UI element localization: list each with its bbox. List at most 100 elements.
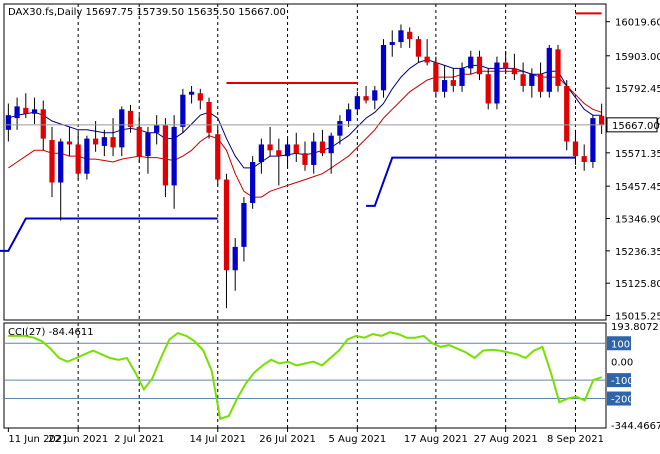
candle xyxy=(485,68,491,110)
candle-body xyxy=(75,144,81,174)
candle xyxy=(503,50,509,75)
date-axis-label: 17 Aug 2021 xyxy=(404,434,468,445)
candle xyxy=(511,53,518,81)
candle xyxy=(127,104,134,133)
candle-body xyxy=(188,91,195,95)
candle xyxy=(537,62,544,98)
candle xyxy=(145,126,151,174)
cci-level-tag xyxy=(607,373,631,388)
candle-body xyxy=(232,246,238,271)
candle xyxy=(40,100,46,151)
candle-body xyxy=(267,144,273,151)
candle xyxy=(468,50,474,75)
candle-body xyxy=(14,106,20,119)
price-panel-frame xyxy=(3,3,607,321)
candle-body xyxy=(241,202,247,247)
price-axis-label: 15457.45 xyxy=(615,182,660,193)
candle xyxy=(328,132,334,174)
candle xyxy=(354,91,360,116)
candle-body xyxy=(328,135,334,154)
candle xyxy=(58,138,64,221)
date-axis-label: 5 Aug 2021 xyxy=(328,434,386,445)
candle-body xyxy=(92,138,99,145)
candle-body xyxy=(354,96,360,110)
date-axis-label: 8 Sep 2021 xyxy=(547,434,604,445)
candle xyxy=(258,138,264,174)
candle-body xyxy=(101,137,107,146)
candle xyxy=(459,62,465,92)
moving-average-slow-line xyxy=(8,70,602,198)
candle xyxy=(31,97,38,124)
candle-body xyxy=(197,93,203,101)
candle xyxy=(293,132,299,162)
candle xyxy=(119,106,125,157)
candle xyxy=(188,85,195,104)
date-axis-label: 22 Jun 2021 xyxy=(48,434,108,445)
current-price-label: 15667.00 xyxy=(612,121,660,132)
cci-panel-frame xyxy=(3,322,607,429)
candle-body xyxy=(503,62,509,69)
candle xyxy=(154,115,160,145)
candle xyxy=(171,115,177,209)
candle-body xyxy=(564,85,570,142)
cci-line xyxy=(8,331,603,421)
candle-body xyxy=(407,31,413,40)
candle-body xyxy=(250,162,256,203)
candle xyxy=(450,68,456,92)
candle xyxy=(389,30,395,57)
cci-axis-label: -100 xyxy=(611,376,634,387)
cci-level-tag xyxy=(607,391,631,406)
cci-axis-label: 100 xyxy=(611,339,630,350)
candle-body xyxy=(468,56,474,69)
candle xyxy=(372,85,378,110)
cci-level-tag xyxy=(607,336,631,351)
cci-axis-label: -344.4667 xyxy=(611,421,660,432)
date-axis-label: 11 Jun 2021 xyxy=(8,434,68,445)
candle-body xyxy=(302,153,308,165)
candle-body xyxy=(389,42,395,45)
candle xyxy=(599,103,605,135)
candle-body xyxy=(40,109,46,139)
candle-body xyxy=(162,125,169,186)
candle xyxy=(101,129,107,157)
candle-body xyxy=(119,109,125,148)
candle-body xyxy=(258,144,264,162)
candle xyxy=(398,24,404,48)
candle xyxy=(66,126,73,157)
current-price-tag xyxy=(606,117,658,133)
cci-axis-label: 0.00 xyxy=(611,358,633,369)
candle-body xyxy=(476,56,483,75)
candle xyxy=(581,144,587,171)
price-axis-label: 15015.25 xyxy=(615,312,660,323)
candle xyxy=(49,126,55,198)
candle xyxy=(92,121,99,152)
candle-body xyxy=(546,47,552,92)
candle xyxy=(23,93,29,119)
candle-body xyxy=(206,102,212,133)
candle-body xyxy=(31,109,38,114)
candle-body xyxy=(5,115,11,130)
candle-body xyxy=(84,138,90,174)
candle xyxy=(311,132,317,174)
candle xyxy=(476,50,483,81)
candle-body xyxy=(293,144,299,154)
cci-title: CCI(27) -84.4611 xyxy=(8,327,94,338)
candle xyxy=(180,88,186,133)
price-axis-label: 15346.90 xyxy=(615,214,660,225)
candle xyxy=(424,39,430,66)
candle xyxy=(267,126,273,157)
candle-body xyxy=(127,110,134,127)
candle-body xyxy=(537,74,544,92)
candle xyxy=(520,62,526,92)
candle xyxy=(276,138,282,186)
candle-body xyxy=(372,90,378,101)
candle-body xyxy=(441,80,448,92)
candle-body xyxy=(319,141,326,154)
candle xyxy=(284,138,291,168)
candle-body xyxy=(337,121,343,136)
candle-body xyxy=(311,141,317,165)
candle-body xyxy=(529,74,535,86)
candle-body xyxy=(284,144,291,157)
